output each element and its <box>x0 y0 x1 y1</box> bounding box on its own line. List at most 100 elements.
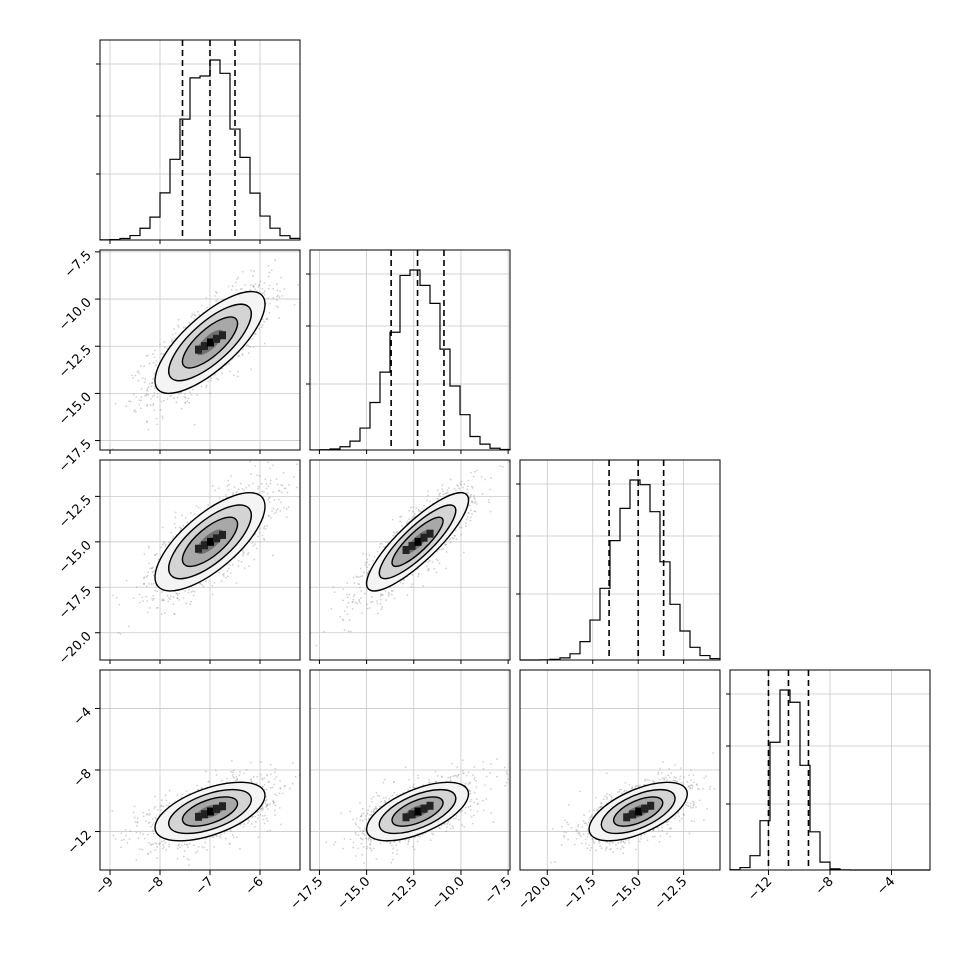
scatter-point <box>234 779 237 782</box>
scatter-point <box>237 559 240 562</box>
scatter-point <box>347 601 350 604</box>
scatter-point <box>143 381 146 384</box>
scatter-point <box>445 551 448 553</box>
scatter-point <box>185 602 188 605</box>
scatter-point <box>347 630 350 633</box>
scatter-point <box>241 354 244 357</box>
scatter-point <box>172 535 175 538</box>
contour-line <box>154 492 266 592</box>
scatter-point <box>205 384 208 387</box>
scatter-point <box>139 365 142 367</box>
scatter-point <box>257 485 260 488</box>
scatter-point <box>460 526 463 529</box>
scatter-point <box>152 570 155 572</box>
panel-frame <box>99 249 301 451</box>
scatter-point <box>261 809 263 812</box>
scatter-point <box>120 846 122 849</box>
scatter-point <box>237 565 240 567</box>
panel-content <box>111 759 300 867</box>
scatter-point <box>481 493 484 495</box>
scatter-point <box>170 394 173 397</box>
scatter-point <box>375 600 378 603</box>
scatter-point <box>190 315 193 318</box>
scatter-point <box>384 541 387 543</box>
scatter-point <box>278 792 281 795</box>
scatter-point <box>287 506 290 509</box>
scatter-point <box>468 504 471 507</box>
scatter-point <box>444 544 447 546</box>
scatter-point <box>411 583 413 586</box>
scatter-point <box>128 838 131 840</box>
scatter-point <box>152 404 155 407</box>
scatter-point <box>214 290 217 293</box>
scatter-point <box>339 615 342 618</box>
scatter-point <box>269 516 272 519</box>
scatter-point <box>218 497 221 499</box>
scatter-point <box>406 594 409 596</box>
scatter-point <box>264 528 267 530</box>
scatter-point <box>330 607 333 610</box>
scatter-point <box>178 599 181 601</box>
scatter-point <box>242 552 245 555</box>
scatter-point <box>240 482 242 485</box>
scatter-point <box>182 597 185 599</box>
scatter-point <box>365 553 368 556</box>
scatter-point <box>366 571 369 574</box>
scatter-point <box>129 400 132 403</box>
scatter-point <box>348 619 351 622</box>
scatter-point <box>502 465 504 468</box>
scatter-point <box>257 487 259 490</box>
scatter-point <box>409 506 412 509</box>
scatter-point <box>453 487 456 490</box>
scatter-point <box>230 759 233 762</box>
scatter-point <box>231 563 234 566</box>
scatter-point <box>143 583 145 586</box>
scatter-point <box>442 490 444 493</box>
scatter-point <box>160 400 163 403</box>
scatter-point <box>140 396 143 399</box>
scatter-point <box>273 801 276 804</box>
scatter-point <box>154 553 157 556</box>
scatter-point <box>261 785 264 788</box>
scatter-point <box>279 510 282 512</box>
scatter-point <box>195 504 198 507</box>
scatter-point <box>272 802 275 805</box>
scatter-point <box>174 526 177 529</box>
scatter-point <box>147 354 149 357</box>
scatter-point <box>236 778 239 780</box>
scatter-point <box>417 572 420 575</box>
scatter-point <box>132 393 135 396</box>
scatter-point <box>173 613 176 616</box>
scatter-point <box>227 567 230 570</box>
scatter-point <box>206 306 209 309</box>
scatter-point <box>266 774 269 777</box>
scatter-point <box>168 843 171 846</box>
scatter-point <box>160 546 162 549</box>
scatter-point <box>266 318 269 320</box>
scatter-point <box>358 586 361 589</box>
scatter-point <box>252 284 254 287</box>
scatter-panel-1-0 <box>99 249 301 451</box>
scatter-point <box>273 499 276 502</box>
scatter-point <box>214 489 216 492</box>
scatter-point <box>153 391 156 394</box>
scatter-point <box>283 506 286 509</box>
scatter-point <box>175 592 178 595</box>
scatter-point <box>257 814 260 817</box>
scatter-point <box>391 518 394 521</box>
scatter-point <box>392 531 395 533</box>
scatter-point <box>144 377 147 380</box>
scatter-point <box>470 471 472 474</box>
scatter-point <box>388 593 390 596</box>
scatter-point <box>196 784 198 787</box>
scatter-point <box>229 571 232 574</box>
scatter-point <box>258 531 261 534</box>
scatter-point <box>162 599 165 602</box>
scatter-point <box>156 606 159 609</box>
scatter-point <box>221 367 224 370</box>
scatter-point <box>296 486 298 489</box>
scatter-point <box>245 344 248 347</box>
scatter-point <box>210 379 212 382</box>
scatter-point <box>235 582 238 584</box>
scatter-point <box>269 829 272 832</box>
